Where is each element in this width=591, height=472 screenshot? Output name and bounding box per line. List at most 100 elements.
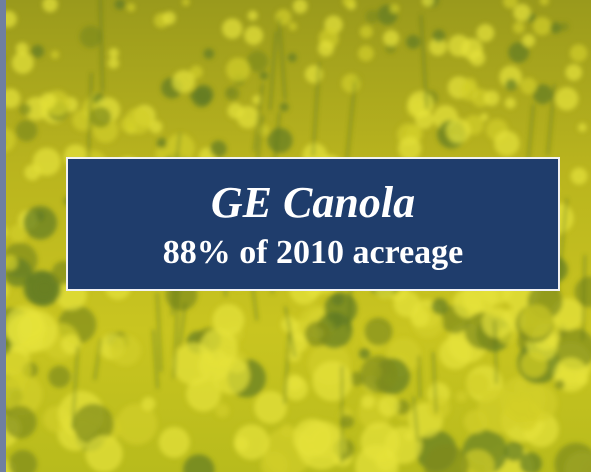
flower <box>565 64 582 81</box>
flower <box>484 90 500 106</box>
flower <box>268 128 293 153</box>
flower <box>305 65 323 83</box>
flower <box>494 131 520 157</box>
stem <box>419 356 420 398</box>
flower <box>110 335 141 366</box>
flower <box>514 381 527 394</box>
flower <box>555 380 565 390</box>
flower <box>159 427 190 458</box>
flower <box>390 4 400 14</box>
flower <box>141 397 155 411</box>
flower <box>383 30 399 46</box>
flower <box>439 337 472 370</box>
flower <box>163 11 176 24</box>
flower <box>149 120 162 133</box>
flower <box>85 435 122 472</box>
flower <box>192 87 212 107</box>
flower <box>432 29 445 42</box>
flower <box>364 318 392 346</box>
flower <box>16 120 38 142</box>
flower <box>210 141 227 158</box>
flower <box>16 310 57 351</box>
flower <box>550 22 561 33</box>
flower <box>312 361 352 401</box>
flower <box>293 419 332 458</box>
flower <box>410 308 429 327</box>
flower <box>288 53 297 62</box>
flower <box>361 394 375 408</box>
flower <box>519 304 552 337</box>
flower <box>513 4 531 22</box>
flower <box>463 78 477 92</box>
flower <box>305 321 330 346</box>
title: GE Canola <box>68 181 558 225</box>
flower <box>456 391 467 402</box>
flower <box>318 41 334 57</box>
flower <box>324 292 357 325</box>
flower <box>522 34 535 47</box>
flower <box>464 410 488 434</box>
flower <box>360 25 373 38</box>
flower <box>480 113 488 121</box>
flower <box>341 74 360 93</box>
flower <box>244 26 263 45</box>
flower <box>570 44 588 62</box>
flower <box>406 35 420 49</box>
flower <box>19 104 31 116</box>
flower <box>555 87 578 110</box>
flower <box>33 148 61 176</box>
flower <box>90 106 111 127</box>
flower <box>358 46 374 62</box>
flower <box>476 24 494 42</box>
flower <box>576 373 588 385</box>
flower <box>571 168 588 185</box>
subtitle: 88% of 2010 acreage <box>68 235 558 271</box>
flower <box>260 71 268 79</box>
flower <box>521 351 548 378</box>
flower <box>467 373 489 395</box>
flower <box>40 93 56 109</box>
flower <box>427 396 450 419</box>
flower <box>286 374 303 391</box>
flower <box>226 58 250 82</box>
flower <box>12 52 34 74</box>
flower <box>51 50 60 59</box>
flower <box>48 366 70 388</box>
flower <box>216 404 230 418</box>
flower <box>448 35 470 57</box>
flower <box>533 17 551 35</box>
flower <box>280 103 289 112</box>
flower <box>578 123 587 132</box>
flower <box>360 356 397 393</box>
flower <box>280 424 293 437</box>
page: GE Canola 88% of 2010 acreage (() => { c… <box>0 0 591 472</box>
flower <box>80 26 102 48</box>
flower <box>254 391 287 424</box>
slide: GE Canola 88% of 2010 acreage <box>0 0 591 472</box>
flower <box>31 45 44 58</box>
flower <box>446 118 470 142</box>
flower <box>405 432 414 441</box>
flower <box>513 22 525 34</box>
flower <box>289 22 298 31</box>
flower <box>520 78 537 95</box>
flower <box>172 70 195 93</box>
flower <box>505 79 517 91</box>
flower <box>222 18 242 38</box>
flower <box>415 110 434 129</box>
flower <box>234 437 249 452</box>
flower <box>248 11 258 21</box>
flower <box>482 308 513 339</box>
flower <box>432 298 449 315</box>
flower <box>120 117 135 132</box>
flower <box>4 406 37 439</box>
flower <box>378 395 399 416</box>
flower <box>108 57 119 68</box>
flower <box>204 48 215 59</box>
flower <box>359 348 370 359</box>
left-edge <box>0 0 6 472</box>
flower <box>23 206 57 240</box>
caption-box: GE Canola 88% of 2010 acreage <box>66 157 560 291</box>
flower <box>186 377 221 412</box>
flower <box>505 97 516 108</box>
